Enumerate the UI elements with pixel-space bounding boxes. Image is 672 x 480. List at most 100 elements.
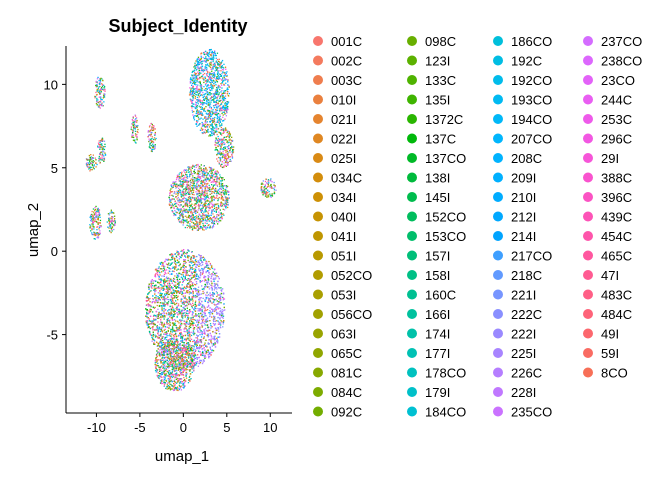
data-point	[215, 298, 217, 300]
data-point	[184, 316, 186, 318]
data-point	[199, 92, 201, 94]
data-point	[195, 344, 197, 346]
data-point	[224, 97, 227, 100]
data-point	[209, 49, 212, 51]
data-point	[213, 196, 215, 199]
data-point	[186, 176, 188, 178]
data-point	[191, 267, 193, 269]
data-point	[206, 195, 208, 197]
data-point	[214, 278, 216, 280]
data-point	[202, 169, 204, 171]
data-point	[271, 193, 273, 195]
data-point	[215, 78, 217, 80]
data-point	[182, 180, 184, 182]
data-point	[177, 197, 179, 199]
data-point	[180, 207, 182, 210]
data-point	[161, 308, 163, 310]
data-point	[209, 190, 211, 193]
data-point	[191, 187, 193, 189]
data-point	[202, 108, 205, 110]
data-point	[211, 181, 213, 183]
data-point	[223, 75, 225, 77]
data-point	[213, 133, 215, 135]
data-point	[200, 201, 202, 203]
data-point	[189, 197, 192, 199]
data-point	[193, 69, 196, 71]
data-point	[180, 300, 182, 303]
data-point	[162, 298, 164, 301]
data-point	[193, 110, 195, 113]
data-point	[207, 113, 209, 116]
data-point	[207, 101, 209, 104]
data-point	[172, 287, 174, 289]
data-point	[162, 348, 164, 350]
data-point	[219, 216, 222, 219]
data-point	[189, 98, 191, 100]
data-point	[197, 340, 199, 342]
data-point	[165, 309, 167, 311]
data-point	[208, 197, 210, 200]
data-point	[160, 271, 163, 273]
data-point	[228, 191, 230, 193]
data-point	[205, 210, 207, 213]
data-point	[264, 193, 266, 195]
data-point	[191, 84, 193, 86]
data-point	[208, 184, 210, 187]
data-point	[217, 153, 219, 155]
data-point	[208, 87, 210, 89]
data-point	[207, 330, 209, 332]
data-point	[220, 70, 222, 72]
data-point	[156, 269, 158, 271]
data-point	[199, 191, 201, 193]
data-point	[221, 213, 223, 216]
data-point	[198, 268, 200, 270]
data-point	[194, 307, 196, 309]
data-point	[260, 187, 262, 189]
data-point	[154, 324, 156, 326]
data-point	[149, 311, 151, 313]
data-point	[221, 97, 224, 99]
data-point	[193, 186, 195, 188]
data-point	[191, 71, 193, 73]
data-point	[192, 79, 194, 81]
data-point	[195, 210, 198, 213]
data-point	[201, 332, 203, 335]
data-point	[177, 195, 179, 197]
data-point	[213, 121, 215, 123]
data-point	[201, 100, 203, 102]
data-point	[210, 73, 212, 75]
data-point	[213, 191, 215, 194]
data-point	[218, 152, 220, 154]
data-point	[198, 100, 200, 103]
data-point	[193, 315, 195, 317]
data-point	[214, 342, 217, 344]
data-point	[168, 262, 170, 264]
data-point	[195, 179, 197, 181]
data-point	[193, 185, 196, 187]
data-point	[212, 187, 215, 190]
data-point	[211, 72, 213, 75]
data-point	[191, 193, 194, 196]
data-point	[204, 187, 206, 189]
data-point	[195, 220, 197, 222]
data-point	[194, 62, 196, 64]
data-point	[161, 337, 163, 339]
data-point	[220, 184, 222, 186]
data-point	[215, 197, 217, 199]
data-point	[185, 269, 187, 271]
data-point	[222, 177, 224, 179]
data-point	[203, 205, 205, 207]
data-point	[203, 123, 205, 125]
data-point	[224, 79, 226, 81]
data-point	[224, 201, 227, 204]
data-point	[216, 175, 218, 177]
data-point	[190, 345, 192, 347]
data-point	[182, 206, 184, 208]
data-point	[187, 181, 189, 183]
data-point	[193, 327, 195, 329]
data-point	[215, 187, 217, 190]
data-point	[195, 90, 197, 92]
data-point	[262, 191, 264, 194]
data-point	[178, 180, 180, 182]
data-point	[227, 157, 229, 160]
